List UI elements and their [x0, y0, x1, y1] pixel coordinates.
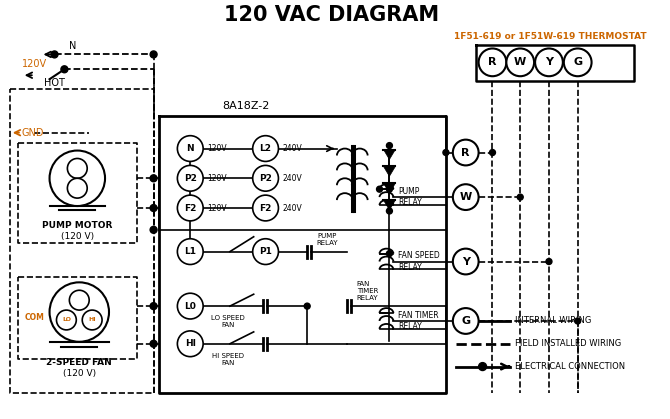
Circle shape [68, 158, 87, 178]
Text: HI SPEED
FAN: HI SPEED FAN [212, 353, 244, 366]
Circle shape [387, 142, 393, 149]
Text: 240V: 240V [283, 174, 302, 183]
Text: 120V: 120V [207, 144, 226, 153]
Circle shape [377, 186, 383, 192]
Circle shape [253, 136, 279, 161]
Circle shape [51, 51, 58, 58]
Circle shape [253, 239, 279, 264]
Text: F2: F2 [259, 204, 272, 212]
Text: COM: COM [25, 313, 45, 321]
Text: PUMP MOTOR: PUMP MOTOR [42, 221, 113, 230]
Text: Y: Y [545, 57, 553, 67]
Circle shape [150, 303, 157, 310]
Text: PUMP
RELAY: PUMP RELAY [399, 187, 422, 207]
Circle shape [453, 248, 478, 274]
Text: P2: P2 [259, 174, 272, 183]
Text: G: G [461, 316, 470, 326]
Circle shape [453, 140, 478, 166]
Text: (120 V): (120 V) [63, 369, 96, 378]
Text: LO: LO [62, 318, 71, 323]
Circle shape [453, 308, 478, 334]
Text: 240V: 240V [283, 144, 302, 153]
Text: ELECTRICAL CONNECTION: ELECTRICAL CONNECTION [515, 362, 625, 371]
Polygon shape [383, 150, 395, 160]
Text: W: W [460, 192, 472, 202]
Circle shape [68, 178, 87, 198]
Text: P2: P2 [184, 174, 197, 183]
Text: 120 VAC DIAGRAM: 120 VAC DIAGRAM [224, 5, 440, 25]
Circle shape [253, 166, 279, 191]
Circle shape [56, 310, 76, 330]
Circle shape [61, 66, 68, 73]
Text: 2-SPEED FAN: 2-SPEED FAN [46, 358, 112, 367]
Text: 240V: 240V [283, 204, 302, 212]
Circle shape [453, 184, 478, 210]
Text: FAN TIMER
RELAY: FAN TIMER RELAY [399, 311, 439, 331]
Text: P1: P1 [259, 247, 272, 256]
Polygon shape [383, 183, 395, 193]
Circle shape [387, 208, 393, 214]
Circle shape [50, 150, 105, 206]
Text: W: W [514, 57, 527, 67]
Text: Y: Y [462, 256, 470, 266]
Text: (120 V): (120 V) [61, 232, 94, 241]
Circle shape [82, 310, 102, 330]
Text: HI: HI [185, 339, 196, 348]
Circle shape [490, 150, 495, 155]
Text: R: R [462, 147, 470, 158]
Text: FAN
TIMER
RELAY: FAN TIMER RELAY [356, 281, 379, 301]
Text: G: G [573, 57, 582, 67]
Circle shape [150, 51, 157, 58]
Text: L0: L0 [184, 302, 196, 310]
Circle shape [150, 226, 157, 233]
Circle shape [178, 166, 203, 191]
Text: FIELD INSTALLED WIRING: FIELD INSTALLED WIRING [515, 339, 622, 348]
Circle shape [178, 331, 203, 357]
Text: HOT: HOT [44, 78, 65, 88]
Text: GND: GND [22, 128, 44, 138]
Circle shape [178, 136, 203, 161]
Circle shape [150, 175, 157, 182]
Text: HI: HI [88, 318, 96, 323]
Circle shape [387, 186, 393, 192]
Text: L2: L2 [259, 144, 271, 153]
Circle shape [178, 195, 203, 221]
Text: PUMP
RELAY: PUMP RELAY [316, 233, 338, 246]
Text: FAN SPEED
RELAY: FAN SPEED RELAY [399, 251, 440, 272]
Circle shape [478, 49, 507, 76]
Polygon shape [383, 166, 395, 176]
Text: LO SPEED
FAN: LO SPEED FAN [211, 316, 245, 328]
Text: 8A18Z-2: 8A18Z-2 [222, 101, 269, 111]
Circle shape [478, 362, 486, 370]
Text: 120V: 120V [207, 174, 226, 183]
Text: R: R [488, 57, 496, 67]
Text: N: N [68, 41, 76, 52]
Circle shape [546, 259, 552, 264]
Circle shape [517, 194, 523, 200]
Text: L1: L1 [184, 247, 196, 256]
Circle shape [150, 340, 157, 347]
Text: INTERNAL WIRING: INTERNAL WIRING [515, 316, 592, 326]
Circle shape [150, 204, 157, 212]
Circle shape [507, 49, 534, 76]
Circle shape [178, 293, 203, 319]
Text: 120V: 120V [207, 204, 226, 212]
Text: N: N [186, 144, 194, 153]
Circle shape [70, 290, 89, 310]
Circle shape [443, 150, 449, 155]
Polygon shape [383, 200, 395, 210]
Circle shape [50, 282, 109, 342]
Circle shape [178, 239, 203, 264]
Text: 120V: 120V [22, 59, 47, 69]
Circle shape [387, 251, 393, 256]
Circle shape [304, 303, 310, 309]
Text: 1F51-619 or 1F51W-619 THERMOSTAT: 1F51-619 or 1F51W-619 THERMOSTAT [454, 32, 647, 41]
Circle shape [575, 318, 581, 324]
Circle shape [564, 49, 592, 76]
Circle shape [535, 49, 563, 76]
Text: F2: F2 [184, 204, 196, 212]
Circle shape [253, 195, 279, 221]
